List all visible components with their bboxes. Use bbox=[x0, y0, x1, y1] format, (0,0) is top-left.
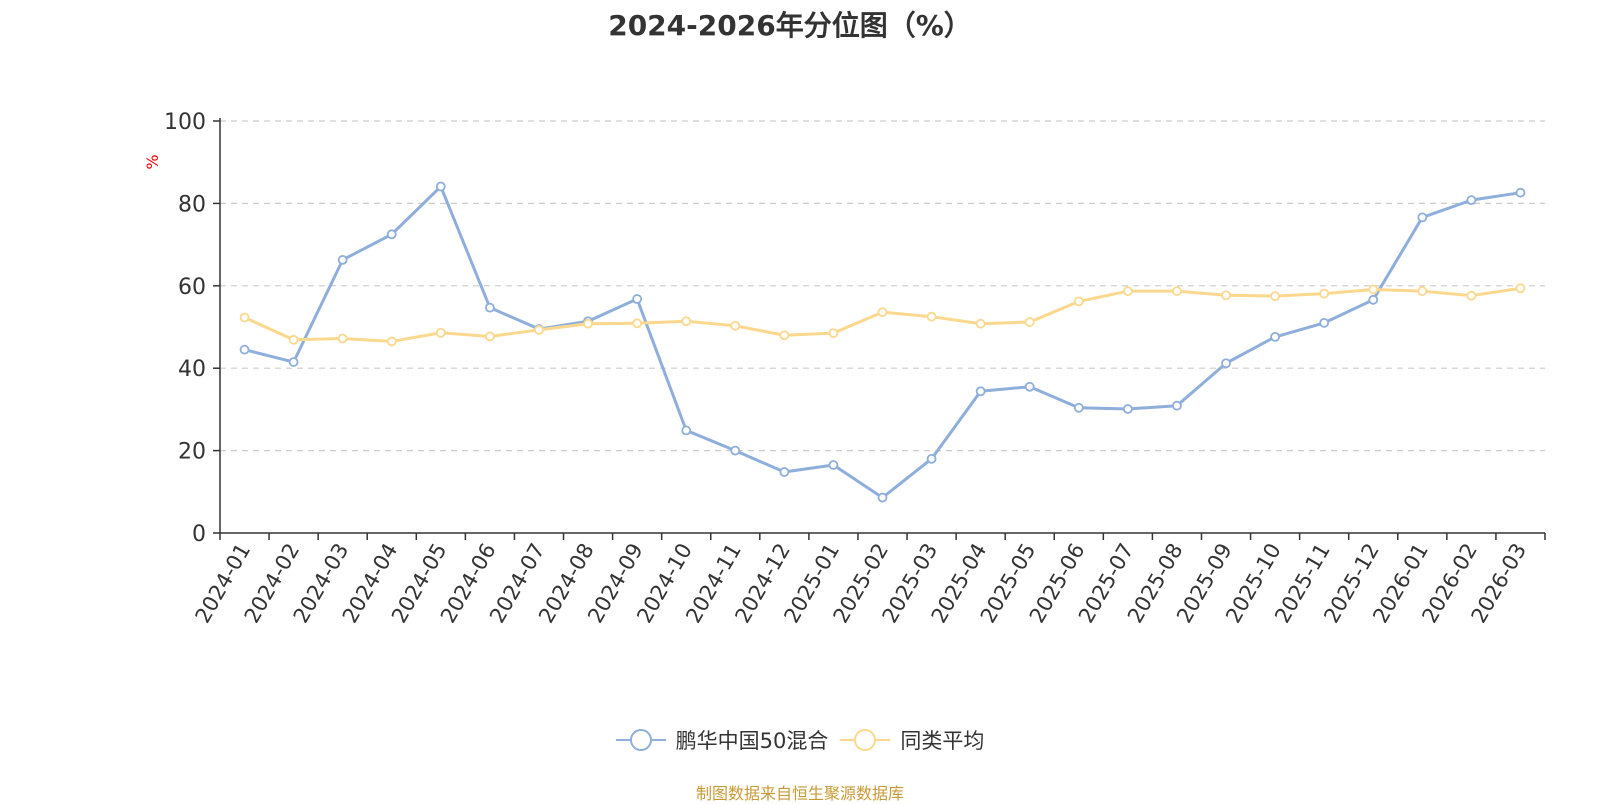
y-tick-label: 60 bbox=[178, 275, 206, 300]
data-point bbox=[239, 344, 250, 355]
axes: 0204060801002024-012024-022024-032024-04… bbox=[164, 110, 1546, 627]
data-point bbox=[1270, 331, 1280, 342]
data-point bbox=[632, 294, 643, 304]
data-point bbox=[239, 312, 250, 323]
data-point bbox=[975, 318, 986, 329]
data-point bbox=[681, 316, 692, 327]
data-point bbox=[1466, 195, 1477, 206]
data-point bbox=[485, 331, 495, 342]
y-axis-label: % bbox=[143, 154, 162, 169]
data-point bbox=[1122, 404, 1133, 414]
legend-swatch-icon bbox=[840, 729, 891, 751]
data-point bbox=[337, 333, 348, 344]
data-point bbox=[779, 467, 790, 477]
data-point bbox=[1172, 286, 1182, 297]
legend-item-series-0[interactable]: 鹏华中国50混合 bbox=[615, 725, 829, 755]
data-point bbox=[1515, 187, 1526, 198]
data-point bbox=[877, 307, 888, 318]
series-lines bbox=[239, 181, 1526, 503]
data-point bbox=[1024, 381, 1035, 392]
legend-label: 鹏华中国50混合 bbox=[675, 729, 829, 753]
y-tick-label: 80 bbox=[178, 192, 206, 217]
data-point bbox=[877, 492, 888, 503]
data-point bbox=[1270, 291, 1280, 302]
data-point bbox=[485, 302, 495, 313]
data-point bbox=[975, 386, 986, 397]
data-point bbox=[1024, 317, 1035, 327]
legend-swatch-icon bbox=[615, 729, 666, 751]
data-point bbox=[828, 460, 839, 470]
data-point bbox=[1417, 286, 1428, 297]
data-point bbox=[1368, 284, 1379, 295]
data-point bbox=[730, 320, 741, 331]
data-point bbox=[288, 334, 299, 345]
data-point bbox=[1466, 290, 1477, 301]
data-point bbox=[386, 336, 397, 347]
data-point bbox=[1417, 212, 1428, 223]
data-point bbox=[1073, 296, 1084, 307]
line-chart: 0204060801002024-012024-022024-032024-04… bbox=[143, 110, 1546, 627]
data-point bbox=[1319, 288, 1330, 299]
data-point bbox=[1221, 290, 1231, 301]
grid-lines bbox=[220, 120, 1545, 452]
data-point bbox=[1319, 317, 1330, 328]
legend-label: 同类平均 bbox=[900, 729, 985, 753]
data-point bbox=[1073, 402, 1084, 413]
data-point bbox=[583, 318, 593, 329]
data-point bbox=[386, 229, 397, 240]
data-point bbox=[828, 328, 839, 339]
data-point bbox=[632, 318, 643, 329]
y-tick-label: 0 bbox=[192, 522, 206, 547]
data-point bbox=[337, 254, 348, 265]
data-point bbox=[681, 425, 692, 436]
chart-title: 2024-2026年分位图（%） bbox=[608, 9, 972, 42]
data-point bbox=[779, 330, 790, 341]
y-tick-label: 100 bbox=[164, 110, 206, 135]
y-tick-label: 20 bbox=[178, 440, 206, 465]
data-point bbox=[435, 181, 446, 192]
y-tick-label: 40 bbox=[178, 357, 206, 382]
data-point bbox=[1368, 294, 1379, 305]
data-point bbox=[534, 324, 544, 335]
source-note: 制图数据来自恒生聚源数据库 bbox=[695, 784, 904, 803]
data-point bbox=[1172, 400, 1182, 411]
data-point bbox=[288, 357, 299, 367]
data-point bbox=[926, 453, 937, 464]
data-point bbox=[1221, 358, 1231, 369]
data-point bbox=[926, 311, 937, 322]
data-point bbox=[730, 445, 741, 456]
legend: 鹏华中国50混合 同类平均 bbox=[0, 720, 1600, 760]
legend-item-series-1[interactable]: 同类平均 bbox=[840, 725, 984, 755]
data-point bbox=[1515, 283, 1526, 294]
data-point bbox=[435, 327, 446, 338]
data-point bbox=[1122, 286, 1133, 297]
